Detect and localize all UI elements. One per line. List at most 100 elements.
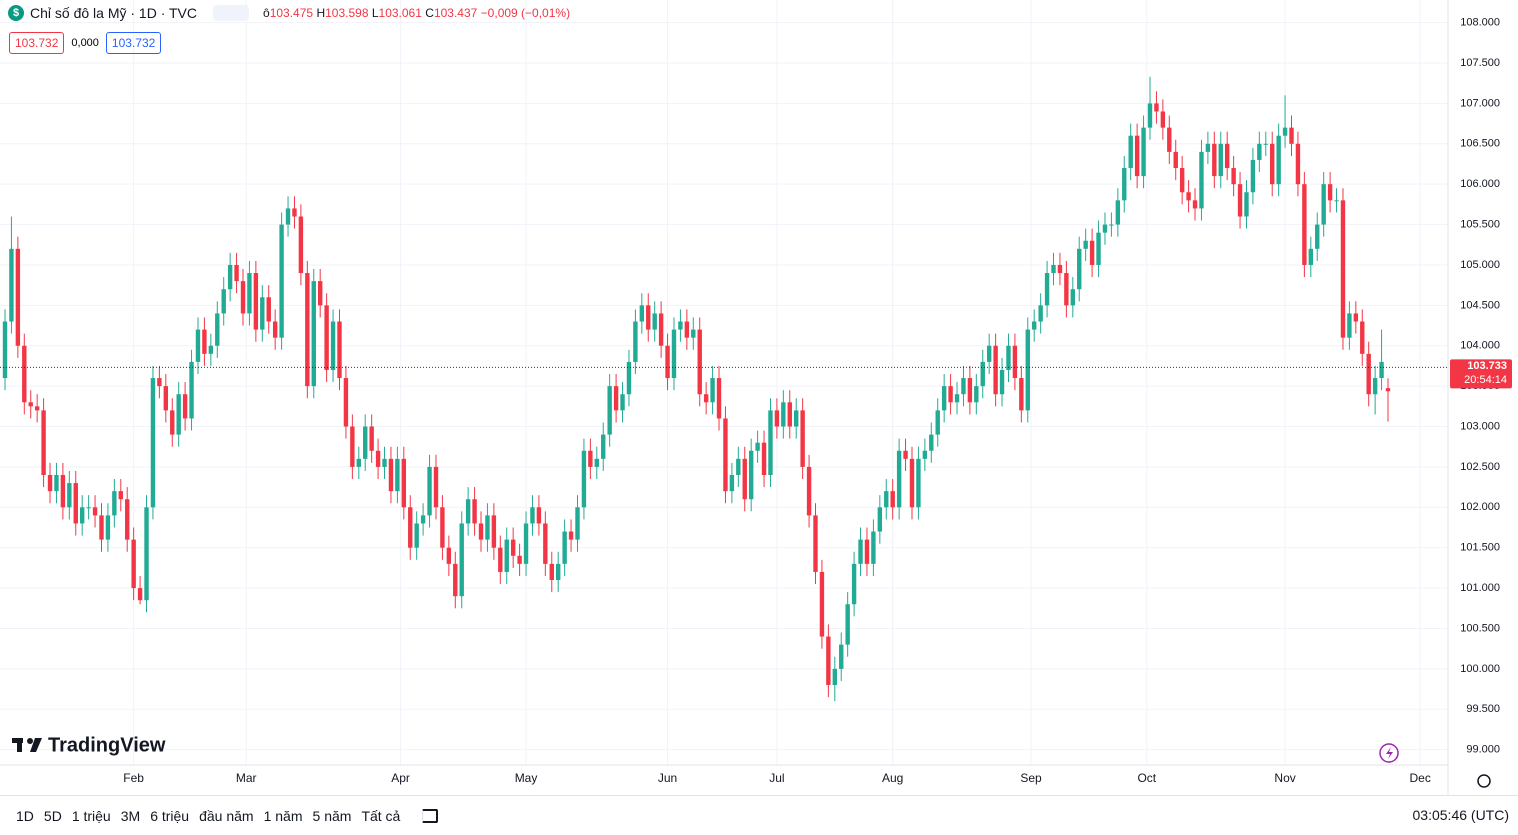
y-tick-label: 100.500	[1460, 622, 1500, 634]
candle-body	[99, 515, 104, 540]
y-tick-label: 105.000	[1460, 259, 1500, 271]
candle-body	[105, 515, 111, 540]
candle-body	[41, 410, 46, 475]
candle-body	[1244, 192, 1249, 217]
candle-body	[227, 264, 233, 290]
candle-body	[427, 466, 432, 516]
candle-body	[787, 402, 792, 427]
candle-body	[337, 321, 342, 379]
candle-body	[851, 563, 857, 605]
candle-body	[884, 491, 889, 508]
candle-body	[961, 378, 966, 395]
settings-icon[interactable]	[1477, 774, 1491, 788]
x-tick-label: Jul	[769, 771, 784, 785]
candle-body	[1128, 135, 1133, 169]
candle-body	[601, 434, 606, 459]
candle-body	[253, 273, 259, 330]
spread: 0,000	[71, 37, 99, 49]
candle-body	[1224, 143, 1230, 169]
ohlc-value: 103.437	[433, 6, 478, 20]
alert-icon[interactable]	[1379, 743, 1399, 763]
candle-body	[665, 345, 670, 379]
x-tick-label: Oct	[1137, 771, 1156, 785]
candle-body	[1044, 273, 1050, 306]
candle-body	[305, 273, 310, 387]
range-button[interactable]: 5 năm	[312, 807, 352, 824]
range-button[interactable]: 3M	[120, 807, 141, 824]
range-button[interactable]: 1 năm	[263, 807, 303, 824]
logo	[12, 738, 42, 752]
brand: TradingView	[48, 734, 166, 756]
candle-body	[890, 491, 895, 508]
y-tick-label: 105.500	[1460, 218, 1500, 230]
ask[interactable]: 103.732	[105, 32, 162, 54]
range-button[interactable]: 1D	[16, 807, 34, 824]
candle-body	[472, 499, 477, 524]
candle-body	[67, 483, 72, 508]
candle-body	[845, 604, 850, 645]
ohlc-key: C	[425, 6, 434, 20]
candle-body	[800, 410, 805, 467]
candle-body	[1199, 151, 1204, 209]
candle-body	[556, 563, 561, 581]
candle-body	[941, 386, 947, 411]
range-button[interactable]: 6 triệu	[150, 807, 190, 824]
range-button[interactable]: Tất cả	[361, 807, 401, 824]
symbol-title[interactable]: Chỉ số đô la Mỹ · 1D · TVC	[30, 5, 198, 21]
candle-body	[157, 378, 162, 387]
candle-body	[536, 507, 542, 524]
range-button[interactable]: đầu năm	[199, 807, 254, 824]
date-range-icon[interactable]	[422, 808, 439, 823]
header: $ Chỉ số đô la Mỹ · 1D · TVC ô103.475 H1…	[8, 5, 570, 21]
candle-body	[948, 386, 953, 403]
candle-body	[755, 442, 760, 451]
candle-body	[929, 434, 934, 451]
candle-body	[633, 321, 638, 362]
candle-body	[639, 305, 645, 322]
candle-body	[401, 458, 407, 508]
candle-body	[1385, 388, 1391, 392]
candle-body	[1366, 353, 1371, 395]
candle-body	[935, 410, 940, 435]
candle-body	[652, 313, 657, 330]
candle-body	[916, 458, 921, 508]
range-button[interactable]: 1 triệu	[71, 807, 111, 824]
candle-body	[626, 361, 632, 395]
candle-body	[896, 450, 902, 508]
candle-body	[839, 644, 844, 669]
candle-body	[446, 547, 452, 564]
candle-body	[1257, 143, 1262, 160]
candle-body	[1327, 184, 1333, 201]
candle-body	[748, 450, 754, 500]
candle-body	[613, 386, 619, 411]
candle-body	[974, 386, 979, 403]
candle-body	[298, 216, 304, 274]
x-tick-label: Jun	[658, 771, 677, 785]
candle-body	[1109, 224, 1114, 226]
candle-body	[73, 483, 78, 524]
candle-body	[819, 571, 825, 637]
range-button[interactable]: 5D	[43, 807, 62, 824]
candle-body	[1237, 184, 1243, 217]
ohlc-value: 103.475	[269, 6, 314, 20]
candle-body	[1276, 135, 1281, 185]
candle-body	[1315, 224, 1320, 249]
candle-body	[1167, 127, 1172, 152]
candle-body	[1231, 168, 1236, 185]
candle-body	[311, 281, 316, 387]
candle-body	[723, 418, 728, 492]
candle-body	[343, 378, 349, 427]
candle-body	[459, 523, 464, 597]
candle-body	[1051, 264, 1056, 274]
candle-body	[1141, 127, 1146, 177]
y-tick-label: 100.000	[1460, 663, 1500, 675]
bid[interactable]: 103.732	[9, 32, 65, 54]
ohlc-value: 103.061	[378, 6, 422, 20]
candle-body	[1360, 321, 1365, 354]
candle-body	[575, 507, 580, 540]
candle-body	[703, 394, 709, 403]
candle-body	[510, 539, 516, 556]
candle-body	[1154, 103, 1159, 112]
candle-body	[1147, 103, 1153, 128]
y-tick-label: 99.500	[1466, 703, 1500, 715]
